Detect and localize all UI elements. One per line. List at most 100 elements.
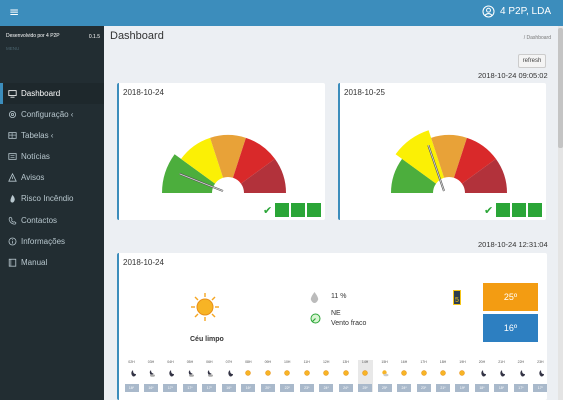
hour-forecast-item: 05H 17º — [182, 360, 197, 392]
moon-icon — [520, 370, 525, 377]
hour-label: 23H — [537, 360, 544, 364]
hour-label: 18H — [439, 360, 447, 364]
page-scrollbar[interactable] — [558, 26, 563, 400]
moon-cloud-icon — [188, 370, 194, 377]
risk-gauge — [391, 130, 507, 193]
hour-forecast-item: 14H 25º — [357, 360, 373, 392]
hour-temp: 17º — [533, 384, 548, 392]
check-icon: ✔ — [263, 204, 273, 217]
hour-forecast-item: 16H 24º — [397, 360, 412, 392]
hour-forecast-item: 11H 23º — [299, 360, 314, 392]
hour-temp: 22º — [280, 384, 295, 392]
gauge-segment — [395, 130, 445, 184]
hour-forecast-item: 02H 16º — [124, 360, 139, 392]
info-icon — [8, 237, 17, 246]
hour-temp: 25º — [358, 384, 373, 392]
sidebar-item-contactos[interactable]: Contactos — [0, 210, 104, 231]
sidebar-item-configurao[interactable]: Configuração ‹ — [0, 104, 104, 125]
hour-temp: 17º — [163, 384, 178, 392]
hour-temp: 16º — [143, 384, 158, 392]
hour-label: 16H — [400, 360, 408, 364]
hour-temp: 16º — [241, 384, 256, 392]
risk-timestamp: 2018-10-24 09:05:02 — [478, 71, 548, 80]
moon-icon — [481, 370, 486, 377]
moon-icon — [539, 370, 545, 377]
hour-forecast-item: 21H 18º — [494, 360, 509, 392]
hour-temp: 24º — [397, 384, 412, 392]
hour-label: 04H — [167, 360, 174, 364]
hour-label: 11H — [303, 360, 310, 364]
developer-label: Desenvolvido por 4 P2P — [6, 33, 60, 39]
hour-label: 09H — [264, 360, 271, 364]
wind-direction: NE — [331, 310, 341, 317]
sun-icon — [303, 370, 310, 376]
hour-temp: 19º — [455, 384, 470, 392]
user-circle-icon — [482, 5, 495, 18]
hour-label: 21H — [498, 360, 505, 364]
gauge-segment — [431, 135, 467, 178]
hour-label: 22H — [517, 360, 525, 364]
hour-label: 17H — [420, 360, 427, 364]
hour-forecast-item: 12H 24º — [319, 360, 334, 392]
breadcrumb[interactable]: / Dashboard — [523, 35, 551, 41]
scrollbar-thumb[interactable] — [558, 28, 563, 148]
hour-forecast-item: 19H 19º — [455, 360, 470, 392]
hour-temp: 17º — [513, 384, 528, 392]
sidebar-item-label: Manual — [21, 258, 48, 267]
hour-label: 06H — [206, 360, 213, 364]
sun-icon — [440, 370, 446, 376]
fire-crew-icon — [275, 203, 289, 217]
gauge-segment — [461, 158, 507, 193]
hour-label: 02H — [128, 360, 135, 364]
risk-card-1: 2018-10-24 ✔ — [117, 83, 325, 220]
gauge-segment — [453, 137, 496, 184]
sidebar-item-dashboard[interactable]: Dashboard — [0, 83, 104, 104]
sidebar-item-label: Informações — [21, 237, 66, 246]
sidebar-item-risco[interactable]: Risco Incêndio — [0, 188, 104, 209]
sun-icon — [459, 370, 466, 376]
humidity-value: 11 % — [331, 293, 347, 300]
hour-temp: 16º — [124, 384, 139, 392]
sidebar-item-manual[interactable]: Manual — [0, 252, 104, 273]
hour-forecast-item: 22H 17º — [513, 360, 528, 392]
risk-card-2: 2018-10-25 ✔ — [338, 83, 546, 220]
hour-label: 05H — [186, 360, 194, 364]
uv-index-icon: 5 — [453, 290, 461, 305]
sun-icon — [420, 370, 427, 376]
temp-max-box: 25º — [483, 283, 538, 311]
hamburger-icon[interactable]: ≡ — [9, 5, 20, 19]
user-menu[interactable]: 4 P2P, LDA — [482, 5, 551, 18]
sidebar-item-label: Dashboard — [21, 89, 61, 98]
sun-icon — [245, 370, 252, 376]
refresh-button[interactable]: refresh — [518, 54, 546, 68]
gauge-segment — [181, 137, 224, 184]
hour-forecast-item: 04H 17º — [163, 360, 178, 392]
people-icon — [291, 203, 305, 217]
gauge-segment — [232, 137, 275, 184]
temp-min-value: 16º — [503, 323, 518, 333]
sidebar-item-label: Contactos — [21, 216, 58, 225]
sidebar-item-label: Risco Incêndio — [21, 194, 74, 203]
hour-forecast-item: 23H 17º — [533, 360, 548, 392]
sun-icon — [362, 370, 368, 376]
gauge-needle-highlight — [427, 145, 445, 192]
wind-description: Vento fraco — [331, 320, 367, 327]
gauge-segment — [391, 158, 437, 193]
hour-temp: 24º — [338, 384, 353, 392]
hour-label: 10H — [284, 360, 291, 364]
fire-crew-icon — [496, 203, 510, 217]
version-label: 0.1.5 — [88, 34, 100, 40]
moon-icon — [500, 370, 506, 377]
sun-icon — [284, 370, 290, 376]
hour-label: 08H — [245, 360, 252, 364]
sidebar-item-tabelas[interactable]: Tabelas ‹ — [0, 125, 104, 146]
sidebar-item-notcias[interactable]: Notícias — [0, 146, 104, 167]
weather-card: 2018-10-24 — [117, 253, 547, 400]
monitor-icon — [8, 90, 17, 98]
hour-temp: 17º — [202, 384, 217, 392]
people-icon — [512, 203, 526, 217]
sidebar-item-informaes[interactable]: Informações — [0, 231, 104, 252]
sidebar-item-avisos[interactable]: Avisos — [0, 167, 104, 188]
sidebar: Desenvolvido por 4 P2P 0.1.5 MENU Dashbo… — [0, 26, 104, 400]
warning-icon — [8, 173, 17, 182]
